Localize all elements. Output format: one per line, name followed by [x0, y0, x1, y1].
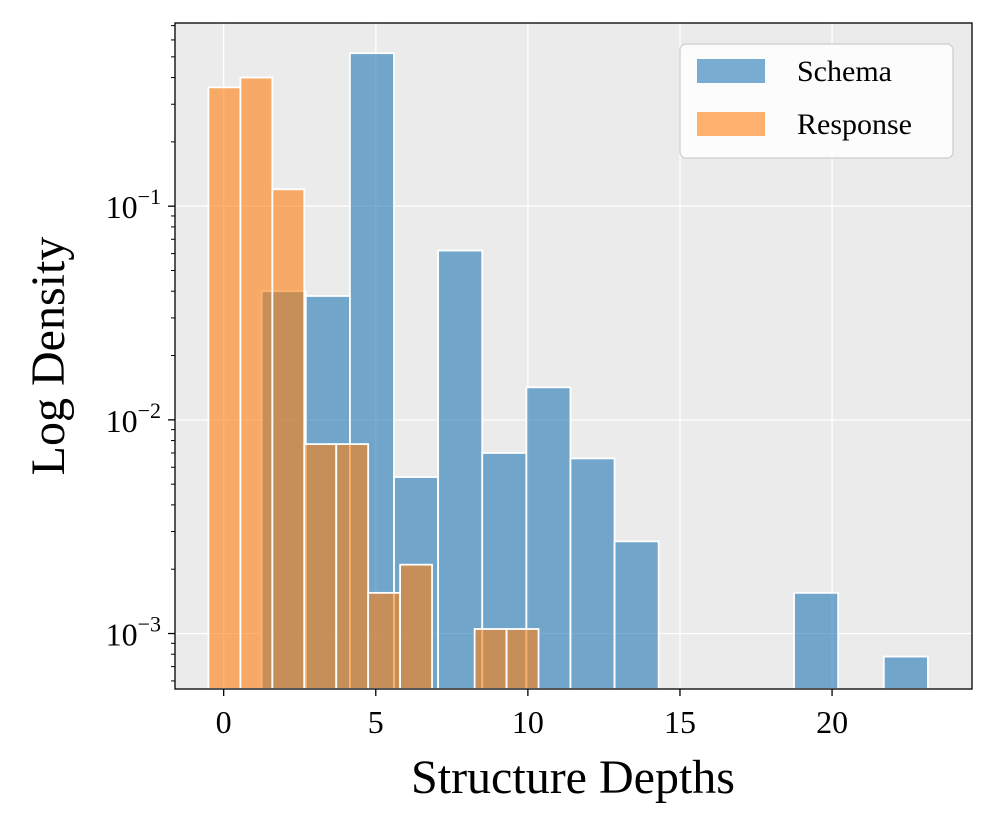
x-tick-label: 5 [368, 704, 384, 740]
x-axis-label: Structure Depths [411, 751, 735, 804]
x-tick-label: 15 [664, 704, 696, 740]
legend-swatch-schema [697, 59, 765, 83]
response-bar [335, 443, 370, 690]
y-tick-label: 10−2 [106, 398, 161, 439]
y-tick-label: 10−1 [106, 184, 161, 225]
response-bar [239, 76, 274, 690]
schema-bar [793, 591, 840, 690]
legend-swatch-response [697, 112, 765, 136]
x-tick-label: 0 [216, 704, 232, 740]
schema-bar [437, 249, 484, 690]
schema-bar [882, 655, 929, 690]
response-bar [303, 443, 338, 690]
x-tick-label: 20 [816, 704, 848, 740]
response-bar [207, 86, 242, 690]
schema-bar [569, 457, 616, 690]
legend-label-response: Response [797, 108, 912, 141]
x-tick-label: 10 [512, 704, 544, 740]
schema-bar [613, 540, 660, 690]
response-bars [207, 76, 540, 690]
y-tick-label: 10−3 [106, 612, 161, 653]
response-bar [271, 188, 306, 690]
axis-ticks: 0 5 10 15 20 10−1 10−2 10−3 [106, 25, 848, 740]
response-bar [473, 628, 508, 690]
legend: Schema Response [679, 43, 954, 159]
response-bar [399, 563, 433, 690]
legend-label-schema: Schema [797, 55, 892, 88]
response-bar [367, 591, 402, 690]
y-axis-label: Log Density [22, 237, 75, 476]
response-bar [505, 628, 540, 690]
